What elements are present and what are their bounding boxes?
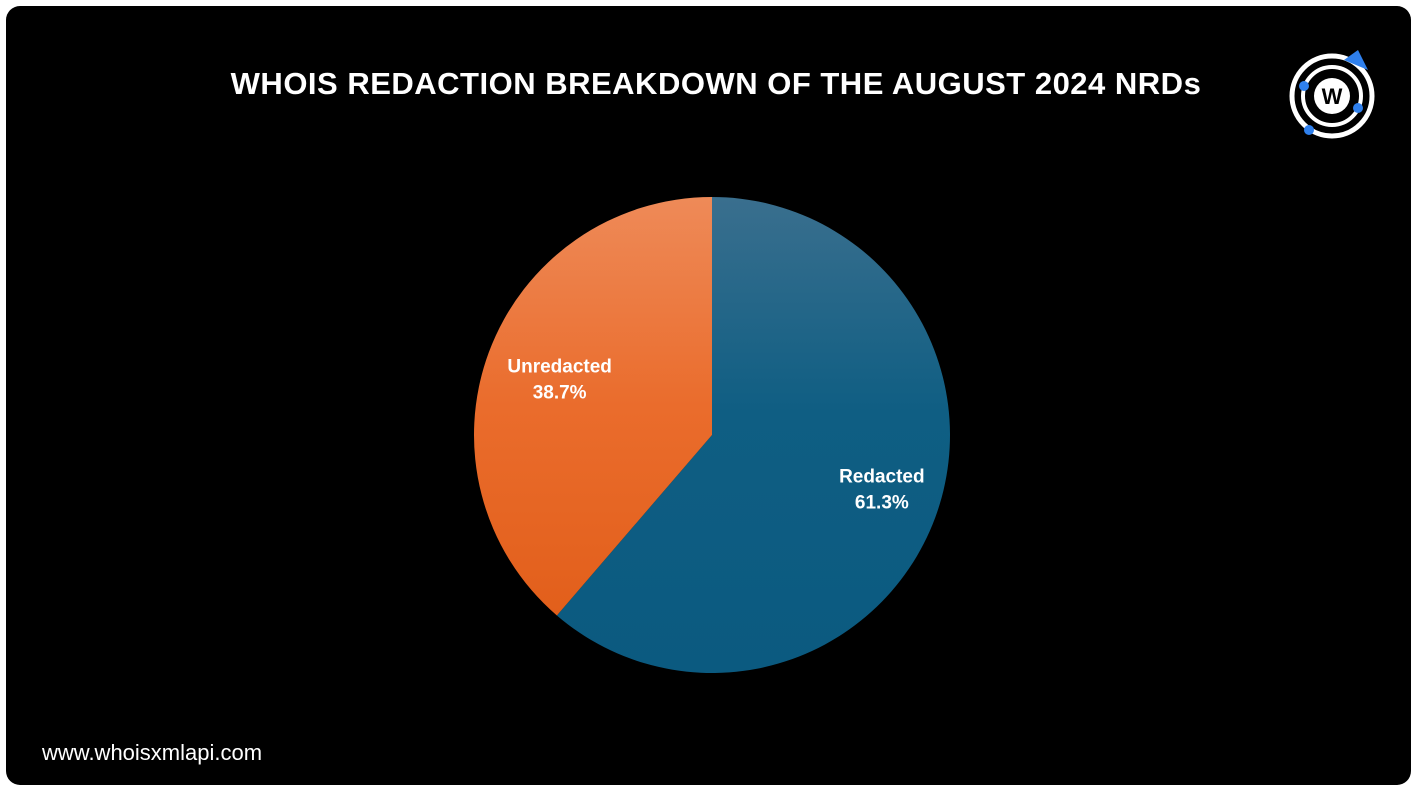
- chart-title: WHOIS REDACTION BREAKDOWN OF THE AUGUST …: [230, 66, 1202, 101]
- logo-letter: W: [1322, 84, 1343, 109]
- slice-label-unredacted: Unredacted: [507, 357, 612, 378]
- website-url: www.whoisxmlapi.com: [42, 740, 263, 765]
- pie-slice-unredacted: [474, 197, 712, 616]
- logo-core: [1314, 78, 1350, 114]
- slice-label-redacted: Redacted: [839, 466, 925, 487]
- whoisxmlapi-logo-icon: W: [1289, 50, 1375, 139]
- slice-value-unredacted: 38.7%: [533, 383, 587, 404]
- pie-slice-redacted: [556, 197, 951, 673]
- logo-dot-bottom: [1304, 125, 1314, 135]
- logo-dot-right: [1353, 103, 1363, 113]
- logo-accent-shape: [1344, 50, 1368, 70]
- slice-value-redacted: 61.3%: [855, 492, 909, 513]
- pie-chart: Redacted 61.3% Unredacted 38.7%: [474, 197, 951, 673]
- pie-labels: Redacted 61.3% Unredacted 38.7%: [507, 357, 924, 514]
- chart-card: WHOIS REDACTION BREAKDOWN OF THE AUGUST …: [6, 6, 1411, 785]
- logo-dot-left: [1299, 81, 1309, 91]
- logo-inner-ring: [1301, 65, 1363, 127]
- logo-outer-ring: [1289, 53, 1375, 139]
- pie-slices: [474, 197, 951, 673]
